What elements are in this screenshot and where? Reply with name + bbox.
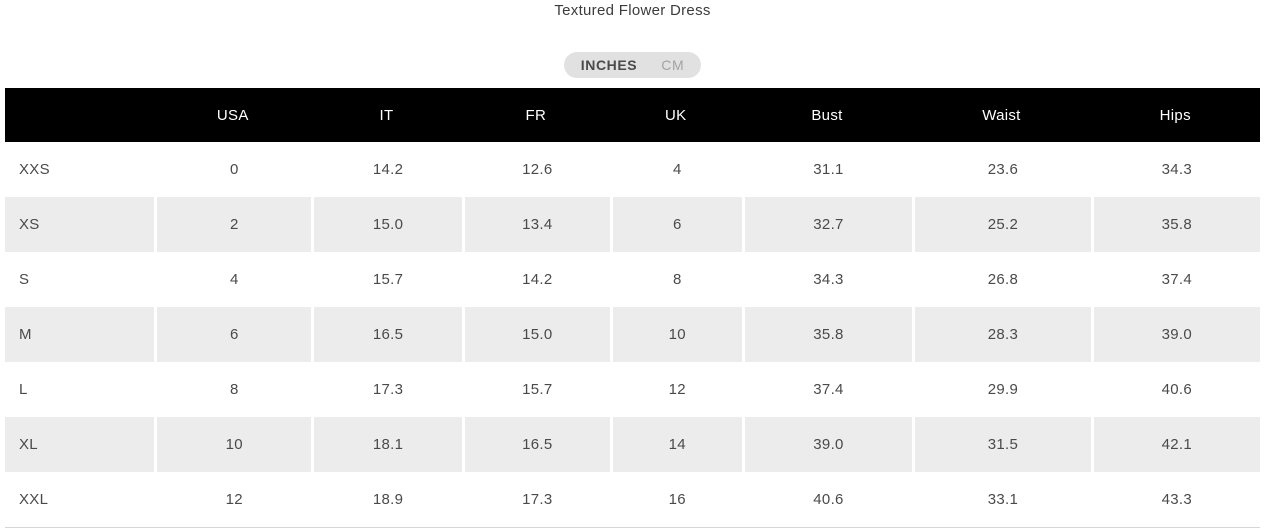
size-cell: M	[5, 307, 155, 362]
data-cell: 15.7	[461, 362, 610, 417]
data-cell: 18.1	[311, 417, 462, 472]
data-cell: 8	[154, 362, 312, 417]
column-header-uk: UK	[609, 88, 742, 142]
unit-toggle-row: INCHES CM	[0, 52, 1265, 78]
data-cell: 40.6	[1090, 362, 1260, 417]
data-cell: 10	[609, 307, 742, 362]
data-cell: 16.5	[311, 307, 462, 362]
column-header-size	[5, 88, 155, 142]
product-title: Textured Flower Dress	[554, 2, 711, 19]
column-header-bust: Bust	[741, 88, 913, 142]
data-cell: 42.1	[1090, 417, 1260, 472]
data-cell: 14.2	[461, 252, 610, 307]
data-cell: 26.8	[912, 252, 1091, 307]
unit-toggle: INCHES CM	[563, 52, 702, 78]
data-cell: 15.0	[461, 307, 610, 362]
data-cell: 8	[609, 252, 742, 307]
column-header-it: IT	[311, 88, 462, 142]
data-cell: 23.6	[912, 142, 1091, 197]
column-header-fr: FR	[461, 88, 610, 142]
data-cell: 31.5	[912, 417, 1091, 472]
column-header-usa: USA	[154, 88, 312, 142]
table-row-m: M 6 16.5 15.0 10 35.8 28.3 39.0	[5, 307, 1260, 362]
data-cell: 39.0	[741, 417, 913, 472]
data-cell: 2	[154, 197, 312, 252]
data-cell: 32.7	[741, 197, 913, 252]
data-cell: 14.2	[311, 142, 462, 197]
data-cell: 15.7	[311, 252, 462, 307]
size-cell: XXL	[5, 472, 155, 527]
data-cell: 34.3	[741, 252, 913, 307]
data-cell: 31.1	[741, 142, 913, 197]
table-row-l: L 8 17.3 15.7 12 37.4 29.9 40.6	[5, 362, 1260, 417]
table-row-xl: XL 10 18.1 16.5 14 39.0 31.5 42.1	[5, 417, 1260, 472]
data-cell: 40.6	[741, 472, 913, 527]
size-cell: L	[5, 362, 155, 417]
table-row-s: S 4 15.7 14.2 8 34.3 26.8 37.4	[5, 252, 1260, 307]
table-row-xxl: XXL 12 18.9 17.3 16 40.6 33.1 43.3	[5, 472, 1260, 527]
data-cell: 0	[154, 142, 312, 197]
data-cell: 18.9	[311, 472, 462, 527]
data-cell: 33.1	[912, 472, 1091, 527]
data-cell: 4	[154, 252, 312, 307]
data-cell: 28.3	[912, 307, 1091, 362]
size-cell: XL	[5, 417, 155, 472]
size-cell: XXS	[5, 142, 155, 197]
data-cell: 10	[154, 417, 312, 472]
size-cell: XS	[5, 197, 155, 252]
size-chart-table: USA IT FR UK Bust Waist Hips XXS 0 14.2 …	[5, 88, 1260, 528]
data-cell: 39.0	[1090, 307, 1260, 362]
data-cell: 34.3	[1090, 142, 1260, 197]
data-cell: 17.3	[461, 472, 610, 527]
data-cell: 4	[609, 142, 742, 197]
table-row-xs: XS 2 15.0 13.4 6 32.7 25.2 35.8	[5, 197, 1260, 252]
data-cell: 16	[609, 472, 742, 527]
data-cell: 37.4	[1090, 252, 1260, 307]
unit-option-inches[interactable]: INCHES	[581, 52, 638, 78]
data-cell: 25.2	[912, 197, 1091, 252]
data-cell: 29.9	[912, 362, 1091, 417]
data-cell: 37.4	[741, 362, 913, 417]
data-cell: 35.8	[741, 307, 913, 362]
data-cell: 12	[609, 362, 742, 417]
size-cell: S	[5, 252, 155, 307]
data-cell: 43.3	[1090, 472, 1260, 527]
data-cell: 6	[154, 307, 312, 362]
column-header-hips: Hips	[1090, 88, 1260, 142]
table-header-row: USA IT FR UK Bust Waist Hips	[5, 88, 1260, 142]
data-cell: 16.5	[461, 417, 610, 472]
data-cell: 6	[609, 197, 742, 252]
data-cell: 13.4	[461, 197, 610, 252]
data-cell: 35.8	[1090, 197, 1260, 252]
unit-option-cm[interactable]: CM	[661, 52, 684, 78]
data-cell: 12	[154, 472, 312, 527]
table-row-xxs: XXS 0 14.2 12.6 4 31.1 23.6 34.3	[5, 142, 1260, 197]
column-header-waist: Waist	[912, 88, 1091, 142]
data-cell: 14	[609, 417, 742, 472]
data-cell: 17.3	[311, 362, 462, 417]
data-cell: 12.6	[461, 142, 610, 197]
data-cell: 15.0	[311, 197, 462, 252]
